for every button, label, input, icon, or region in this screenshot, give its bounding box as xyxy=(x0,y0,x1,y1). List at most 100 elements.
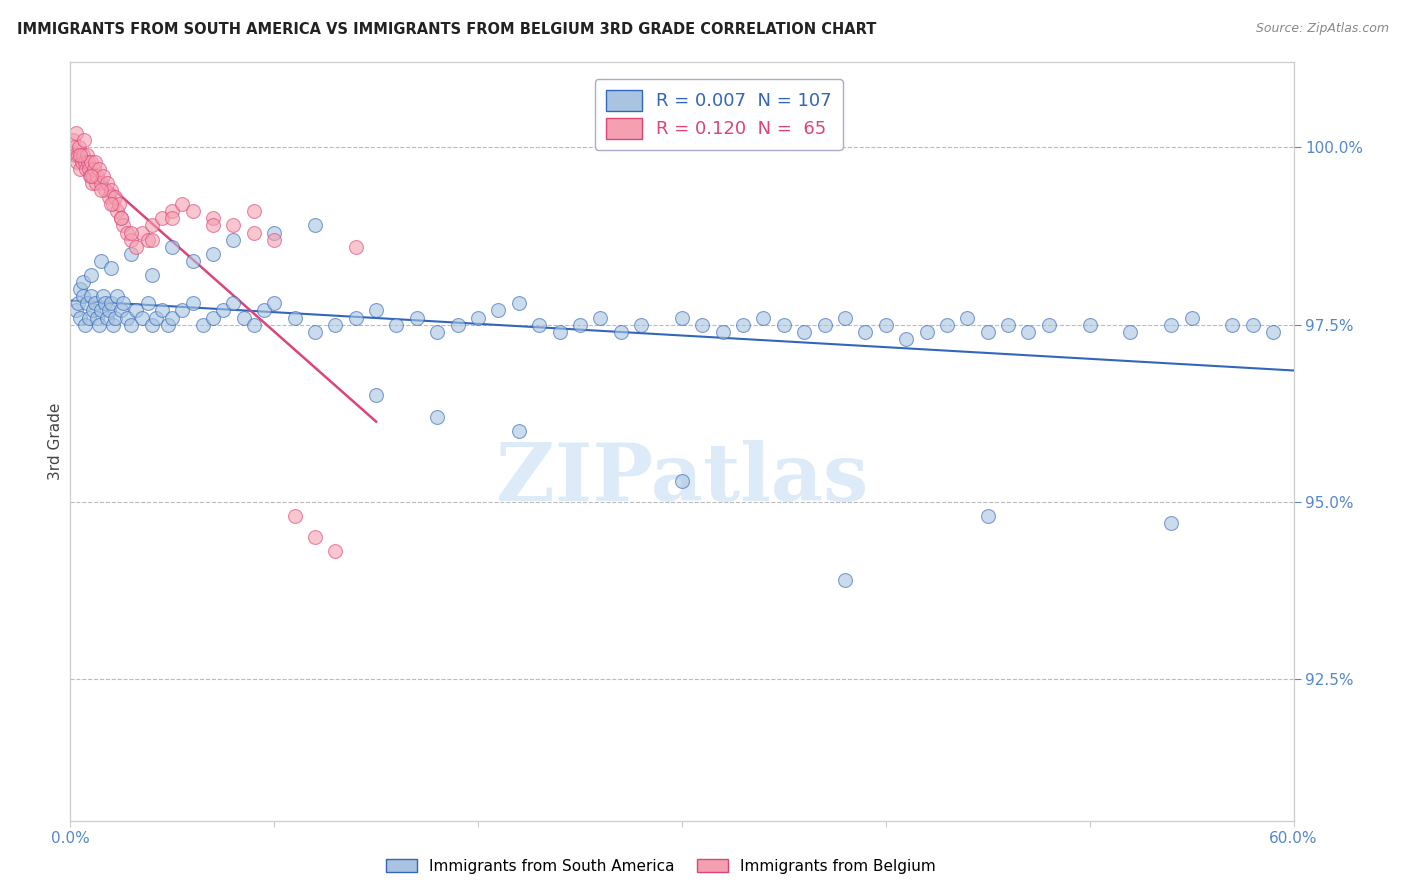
Point xyxy=(100,183,122,197)
Point xyxy=(202,219,225,233)
Point xyxy=(344,240,367,254)
Text: ZIPatlas: ZIPatlas xyxy=(496,441,868,518)
Point xyxy=(813,318,835,332)
Point xyxy=(90,303,112,318)
Point xyxy=(181,296,204,310)
Point xyxy=(222,296,245,310)
Point xyxy=(508,424,530,438)
Point xyxy=(172,303,194,318)
Point xyxy=(568,318,592,332)
Point xyxy=(110,211,132,226)
Point xyxy=(202,246,225,260)
Point xyxy=(83,154,105,169)
Point xyxy=(98,303,121,318)
Point xyxy=(69,140,91,154)
Point xyxy=(112,219,135,233)
Point xyxy=(1018,325,1040,339)
Point xyxy=(488,303,510,318)
Point xyxy=(366,388,388,402)
Point xyxy=(976,508,998,523)
Point xyxy=(671,310,693,325)
Point xyxy=(548,325,571,339)
Point xyxy=(610,325,633,339)
Point xyxy=(101,318,124,332)
Point xyxy=(77,161,100,176)
Point xyxy=(79,154,103,169)
Point xyxy=(79,289,103,303)
Point xyxy=(76,154,98,169)
Point xyxy=(100,260,122,275)
Point xyxy=(69,161,91,176)
Point xyxy=(894,332,917,346)
Point xyxy=(834,310,856,325)
Point xyxy=(1038,318,1060,332)
Point xyxy=(121,246,143,260)
Point xyxy=(222,233,245,247)
Point xyxy=(936,318,959,332)
Point xyxy=(83,161,105,176)
Point xyxy=(69,282,91,296)
Point xyxy=(67,296,90,310)
Point xyxy=(117,310,139,325)
Point xyxy=(65,126,87,140)
Point xyxy=(467,310,489,325)
Point xyxy=(1160,516,1182,530)
Point xyxy=(366,303,388,318)
Point xyxy=(263,233,285,247)
Point xyxy=(202,211,225,226)
Legend: Immigrants from South America, Immigrants from Belgium: Immigrants from South America, Immigrant… xyxy=(380,853,942,880)
Point xyxy=(855,325,877,339)
Point xyxy=(181,253,204,268)
Point xyxy=(323,544,347,558)
Point xyxy=(80,176,103,190)
Point xyxy=(243,204,266,219)
Point xyxy=(72,275,94,289)
Point xyxy=(63,140,86,154)
Point xyxy=(121,226,143,240)
Point xyxy=(956,310,979,325)
Point xyxy=(162,204,183,219)
Point xyxy=(181,204,204,219)
Point xyxy=(202,310,225,325)
Point xyxy=(94,296,117,310)
Point xyxy=(834,573,856,587)
Point xyxy=(91,169,114,183)
Point xyxy=(91,289,114,303)
Point xyxy=(117,226,139,240)
Point xyxy=(90,183,112,197)
Point xyxy=(131,226,153,240)
Point xyxy=(172,197,194,211)
Point xyxy=(67,147,90,161)
Point xyxy=(232,310,254,325)
Point xyxy=(70,154,93,169)
Point xyxy=(915,325,938,339)
Point xyxy=(145,310,167,325)
Point xyxy=(426,325,449,339)
Legend: R = 0.007  N = 107, R = 0.120  N =  65: R = 0.007 N = 107, R = 0.120 N = 65 xyxy=(595,79,842,150)
Point xyxy=(62,133,84,147)
Point xyxy=(1078,318,1101,332)
Point xyxy=(875,318,897,332)
Point xyxy=(447,318,470,332)
Point xyxy=(76,147,98,161)
Point xyxy=(104,190,127,204)
Point xyxy=(136,233,159,247)
Point xyxy=(72,289,94,303)
Point xyxy=(426,409,449,424)
Point xyxy=(752,310,775,325)
Point xyxy=(1241,318,1264,332)
Point xyxy=(90,176,112,190)
Point xyxy=(83,296,105,310)
Point xyxy=(692,318,714,332)
Point xyxy=(131,310,153,325)
Point xyxy=(141,318,163,332)
Text: IMMIGRANTS FROM SOUTH AMERICA VS IMMIGRANTS FROM BELGIUM 3RD GRADE CORRELATION C: IMMIGRANTS FROM SOUTH AMERICA VS IMMIGRA… xyxy=(17,22,876,37)
Point xyxy=(1181,310,1204,325)
Point xyxy=(98,190,121,204)
Point xyxy=(711,325,734,339)
Point xyxy=(69,147,91,161)
Point xyxy=(157,318,180,332)
Point xyxy=(96,176,118,190)
Point xyxy=(82,169,104,183)
Point xyxy=(1263,325,1285,339)
